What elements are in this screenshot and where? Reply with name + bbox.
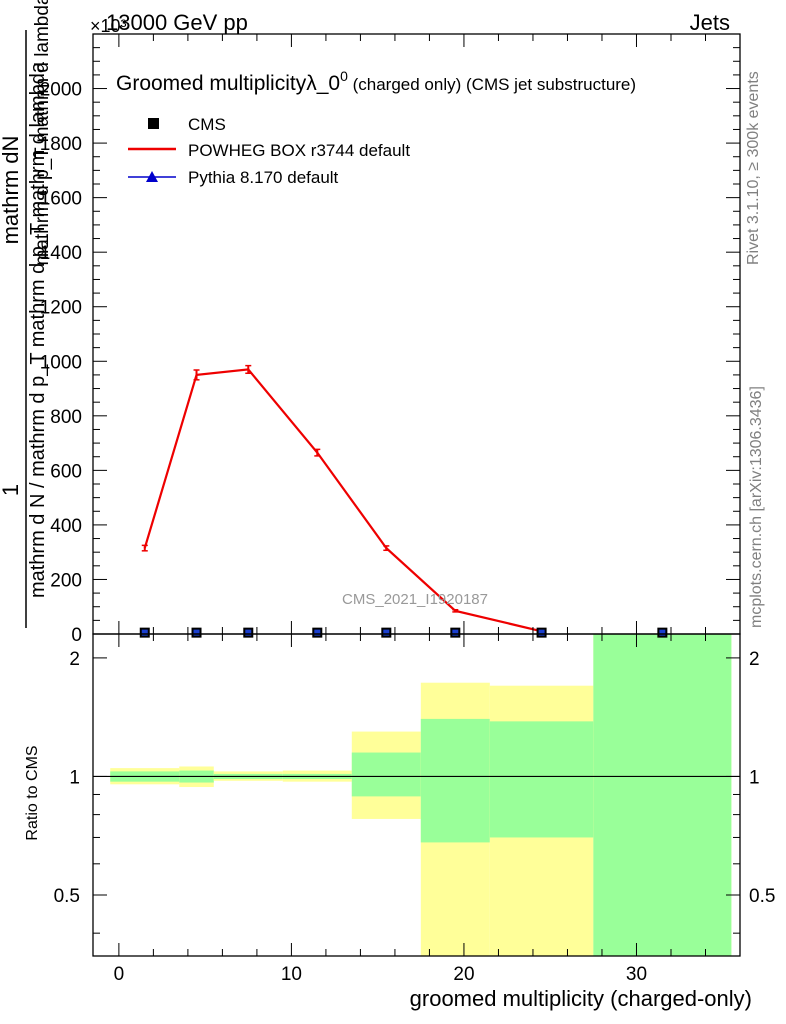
legend-marker-pythia [146, 171, 158, 182]
y-axis-label-num: 1 [0, 484, 23, 496]
legend: CMS POWHEG BOX r3744 default Pythia 8.17… [128, 115, 410, 187]
y-tick-label: 1800 [40, 134, 82, 155]
y-axis-label-den: mathrm d N / mathrm d p_T mathrm d p_T m… [27, 61, 49, 598]
y-tick-label: 200 [50, 570, 82, 591]
rivet-version-note: Rivet 3.1.10, ≥ 300k events [745, 71, 762, 265]
x-tick-label: 20 [453, 964, 474, 985]
y-axis-label: 1 mathrm dN mathrm d N / mathrm d p_T ma… [0, 0, 53, 628]
ratio-band-green-5 [420, 718, 490, 843]
pythia-data-point [659, 629, 666, 636]
legend-label-cms: CMS [188, 115, 226, 134]
legend-label-pythia: Pythia 8.170 default [188, 168, 339, 187]
x-axis-label: groomed multiplicity (charged-only) [410, 986, 752, 1011]
axis-ticks: 0 10 20 30 0 200 400 600 800 1000 1200 1400 1600 1800… [40, 33, 775, 985]
mcplots-credit: mcplots.cern.ch [arXiv:1306.3436] [748, 386, 765, 628]
pythia-data-point [314, 629, 321, 636]
y-tick-label: 800 [50, 407, 82, 428]
pythia-data-point [538, 629, 545, 636]
y-tick-label: 2000 [40, 80, 82, 101]
analysis-watermark: CMS_2021_I1920187 [342, 591, 488, 608]
y-axis-label-den2: mathrm d p_T mathrm d lambda [32, 0, 53, 266]
pythia-data-point [245, 629, 252, 636]
ratio-y-tick-label-left: 1 [69, 767, 80, 788]
pythia-data-point [452, 629, 459, 636]
ratio-y-tick-label-right: 1 [749, 767, 760, 788]
header-energy: 13000 GeV pp [106, 10, 248, 35]
y-axis-label-num2: mathrm dN [0, 136, 23, 245]
ratio-axis-label: Ratio to CMS [24, 745, 41, 840]
y-tick-label: 600 [50, 461, 82, 482]
header-process: Jets [690, 10, 730, 35]
ratio-band-green-6 [489, 721, 594, 838]
ratio-y-tick-label-left: 0.5 [54, 886, 80, 907]
ratio-plot-frame [92, 633, 741, 957]
legend-marker-cms [148, 118, 159, 129]
pythia-data-point [193, 629, 200, 636]
y-tick-label: 1200 [40, 298, 82, 319]
y-tick-label: 1400 [40, 243, 82, 264]
y-tick-label: 400 [50, 516, 82, 537]
pythia-data-point [383, 629, 390, 636]
y-tick-label: 1600 [40, 189, 82, 210]
pythia-data-point [141, 629, 148, 636]
ratio-band-green-7 [593, 634, 732, 956]
y-tick-label: 1000 [40, 352, 82, 373]
ratio-y-tick-label-left: 2 [69, 649, 80, 670]
x-tick-label: 0 [114, 964, 125, 985]
ratio-band-green-4 [351, 752, 421, 797]
main-series [139, 364, 668, 638]
ratio-y-tick-label-right: 0.5 [749, 886, 775, 907]
x-tick-label: 30 [626, 964, 647, 985]
x-tick-label: 10 [281, 964, 302, 985]
ratio-bands [110, 634, 732, 956]
y-exponent: ×10³ [90, 16, 127, 36]
ratio-y-tick-label-right: 2 [749, 649, 760, 670]
legend-label-powheg: POWHEG BOX r3744 default [188, 141, 410, 160]
y-tick-label: 0 [71, 625, 82, 646]
chart-title: Groomed multiplicityλ_00 (charged only) … [116, 68, 636, 95]
